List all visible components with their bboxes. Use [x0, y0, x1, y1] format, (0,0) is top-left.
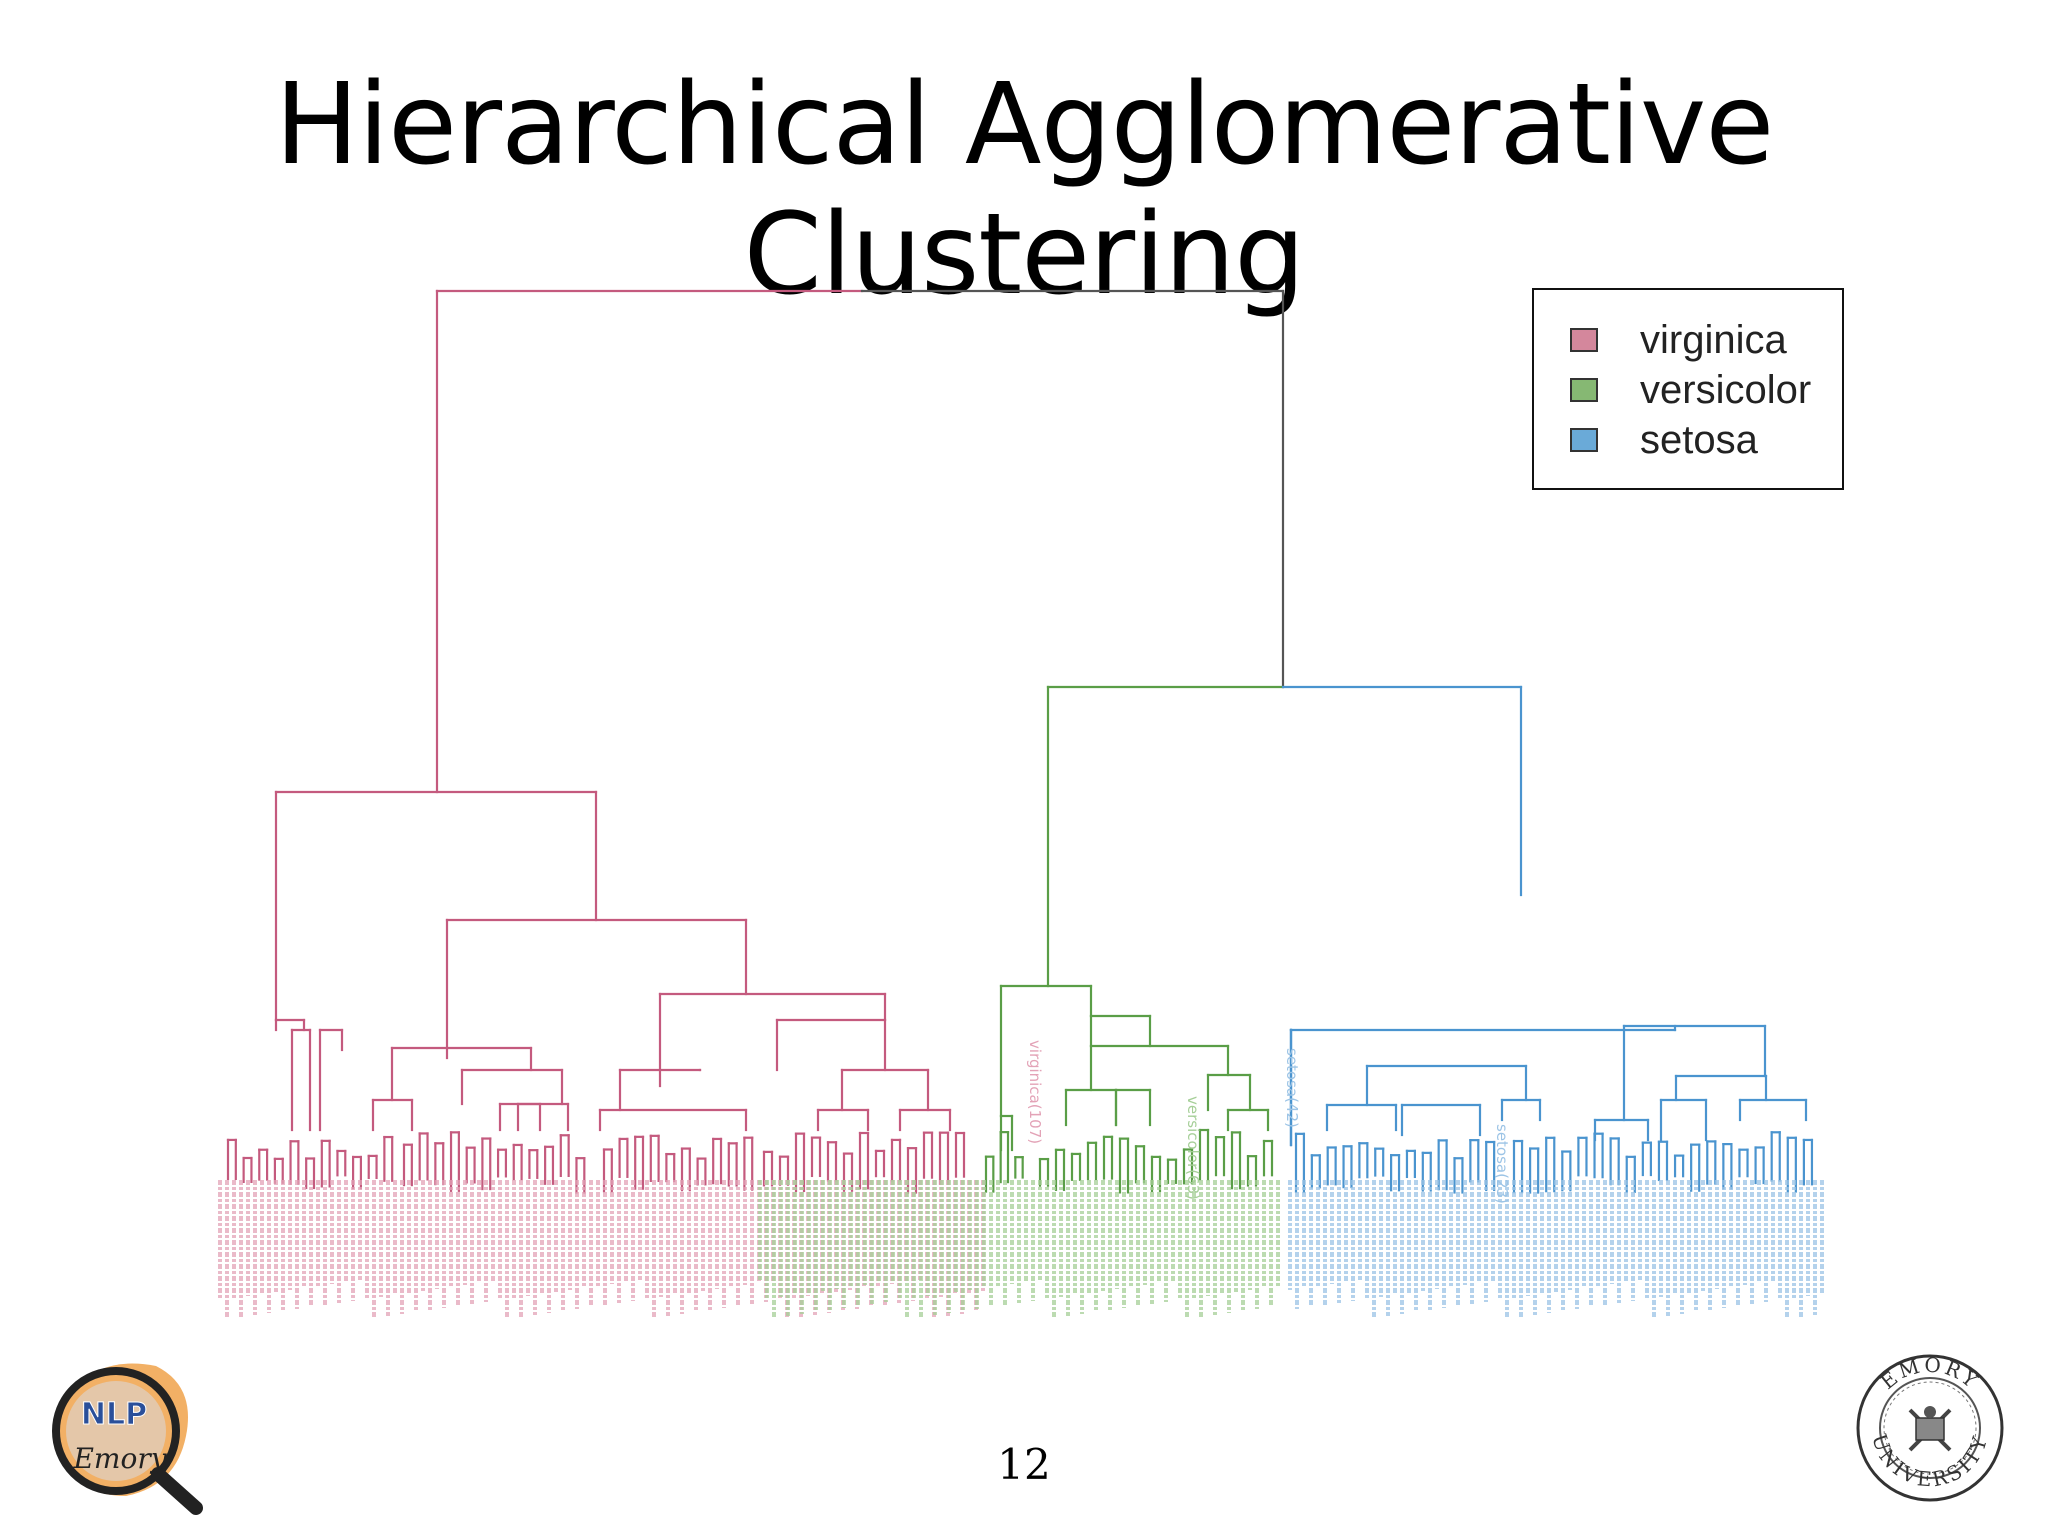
legend-item-versicolor: versicolor [1570, 366, 1840, 414]
legend-label-virginica: virginica [1640, 318, 1787, 362]
svg-text:Emory: Emory [72, 1442, 167, 1475]
svg-text:NLP: NLP [81, 1397, 147, 1432]
slide-title: Hierarchical Agglomerative Clustering [274, 60, 1774, 320]
legend-label-setosa: setosa [1640, 418, 1758, 462]
emory-university-seal-icon: EMORY UNIVERSITY [1856, 1353, 2004, 1502]
leaf-label: setosa(23) [1493, 1124, 1511, 1204]
nlp-emory-logo-icon: NLP Emory [52, 1363, 203, 1515]
leaf-label: setosa(42) [1283, 1048, 1301, 1128]
legend-swatch-virginica [1570, 328, 1598, 352]
legend-swatch-setosa [1570, 428, 1598, 452]
legend-item-virginica: virginica [1570, 316, 1840, 364]
page-number: 12 [997, 1440, 1051, 1489]
legend-swatch-versicolor [1570, 378, 1598, 402]
leaf-label: virginica(107) [1026, 1040, 1044, 1144]
legend: virginica versicolor setosa [1532, 288, 1844, 490]
legend-label-versicolor: versicolor [1640, 368, 1812, 412]
legend-item-setosa: setosa [1570, 416, 1840, 464]
leaf-label: versicolor(63) [1184, 1096, 1202, 1200]
